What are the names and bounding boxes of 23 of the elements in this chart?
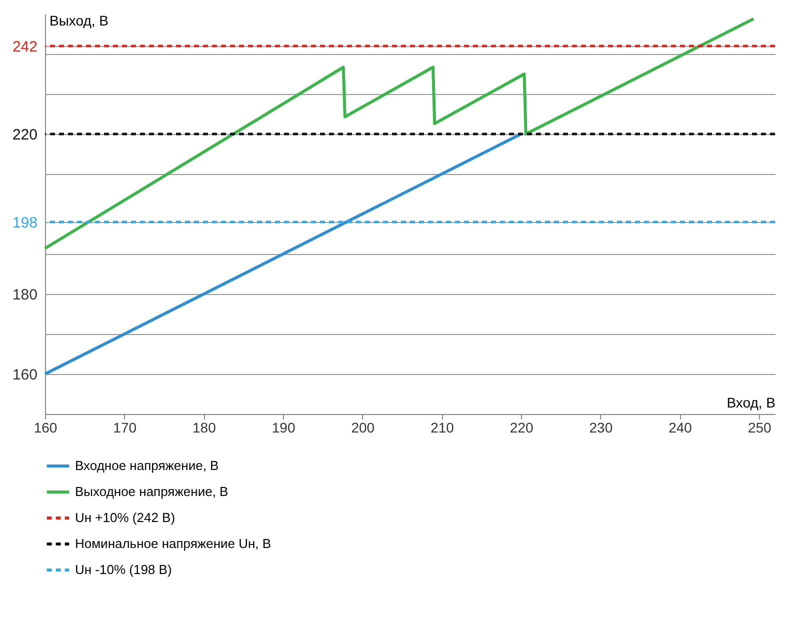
y-tick-label: 180 <box>12 286 38 304</box>
x-tick-label: 190 <box>272 420 296 436</box>
y-axis-title: Выход, В <box>50 12 109 28</box>
legend-label: Uн -10% (198 В) <box>75 562 172 577</box>
legend-label: Номинальное напряжение Uн, В <box>75 536 272 551</box>
x-tick-label: 160 <box>34 420 58 436</box>
legend-label: Uн +10% (242 В) <box>75 510 176 525</box>
y-tick-label: 198 <box>12 214 38 232</box>
y-tick-label: 160 <box>12 366 38 384</box>
y-tick-label: 242 <box>12 38 38 56</box>
x-tick-label: 250 <box>748 420 772 436</box>
x-tick-label: 210 <box>430 420 454 436</box>
x-tick-label: 230 <box>589 420 613 436</box>
line-series <box>44 17 756 250</box>
legend-label: Выходное напряжение, В <box>75 484 228 499</box>
x-tick-label: 170 <box>113 420 137 436</box>
x-axis-title: Вход, В <box>726 394 776 410</box>
legend-label: Входное напряжение, В <box>75 458 219 473</box>
x-tick-label: 240 <box>668 420 692 436</box>
y-tick-label: 220 <box>12 126 38 144</box>
x-tick-label: 200 <box>351 420 375 436</box>
x-tick-label: 220 <box>510 420 534 436</box>
x-tick-label: 180 <box>192 420 216 436</box>
